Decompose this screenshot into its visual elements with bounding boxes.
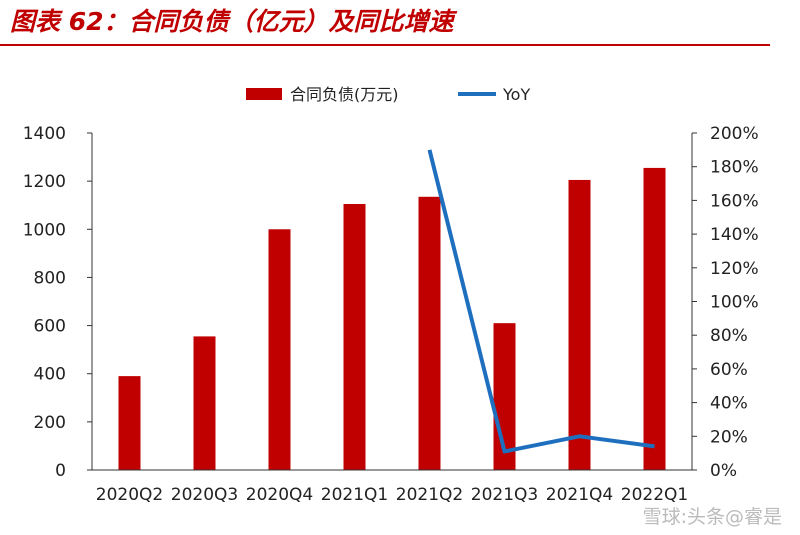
right-tick-label: 180% (710, 158, 759, 178)
legend-label-line: YoY (502, 85, 530, 104)
bar (193, 336, 216, 470)
x-tick-label: 2021Q3 (471, 485, 538, 505)
right-tick-label: 40% (710, 394, 748, 414)
bar (643, 167, 666, 470)
x-tick-label: 2020Q2 (96, 485, 163, 505)
left-tick-label: 1400 (23, 124, 66, 144)
axis-left: 0 200 400 600 800 1000 1200 1400 (23, 124, 93, 481)
left-tick-label: 200 (34, 413, 66, 433)
right-tick-label: 160% (710, 191, 759, 211)
right-tick-label: 100% (710, 293, 759, 313)
axis-x: 2020Q2 2020Q3 2020Q4 2021Q1 2021Q2 2021Q3 2021… (92, 469, 692, 505)
watermark: 雪球:头条@睿是 (642, 506, 782, 528)
bar (418, 196, 441, 470)
left-tick-label: 1200 (23, 172, 66, 192)
legend-label-bar: 合同负债(万元) (290, 85, 399, 104)
right-tick-label: 60% (710, 360, 748, 380)
bar-series (118, 167, 666, 471)
bar (118, 376, 141, 470)
title-rule (0, 44, 770, 46)
legend-swatch-bar (246, 88, 282, 100)
bar (268, 229, 291, 470)
left-tick-label: 400 (34, 365, 66, 385)
left-tick-label: 1000 (23, 220, 66, 240)
x-tick-label: 2020Q3 (171, 485, 238, 505)
axis-right: 0% 20% 40% 60% 80% 100% 120% 140% 160% 180% 200% (691, 124, 759, 481)
figure-title: 图表 62：合同负债（亿元）及同比增速 (10, 7, 454, 36)
right-tick-label: 80% (710, 326, 748, 346)
left-tick-label: 800 (34, 268, 66, 288)
left-tick-label: 600 (34, 317, 66, 337)
x-tick-label: 2021Q4 (546, 485, 613, 505)
right-tick-label: 0% (710, 461, 737, 481)
right-tick-label: 200% (710, 124, 759, 144)
x-tick-label: 2021Q1 (321, 485, 388, 505)
right-tick-label: 120% (710, 259, 759, 279)
x-tick-label: 2022Q1 (621, 485, 688, 505)
right-tick-label: 20% (710, 427, 748, 447)
bar (343, 204, 366, 470)
yoy-line (427, 149, 655, 454)
left-tick-label: 0 (55, 461, 66, 481)
legend: 合同负债(万元) YoY (246, 85, 530, 104)
bar (568, 179, 591, 471)
x-tick-label: 2021Q2 (396, 485, 463, 505)
right-tick-label: 140% (710, 225, 759, 245)
line-series (427, 149, 655, 454)
x-tick-label: 2020Q4 (246, 485, 313, 505)
